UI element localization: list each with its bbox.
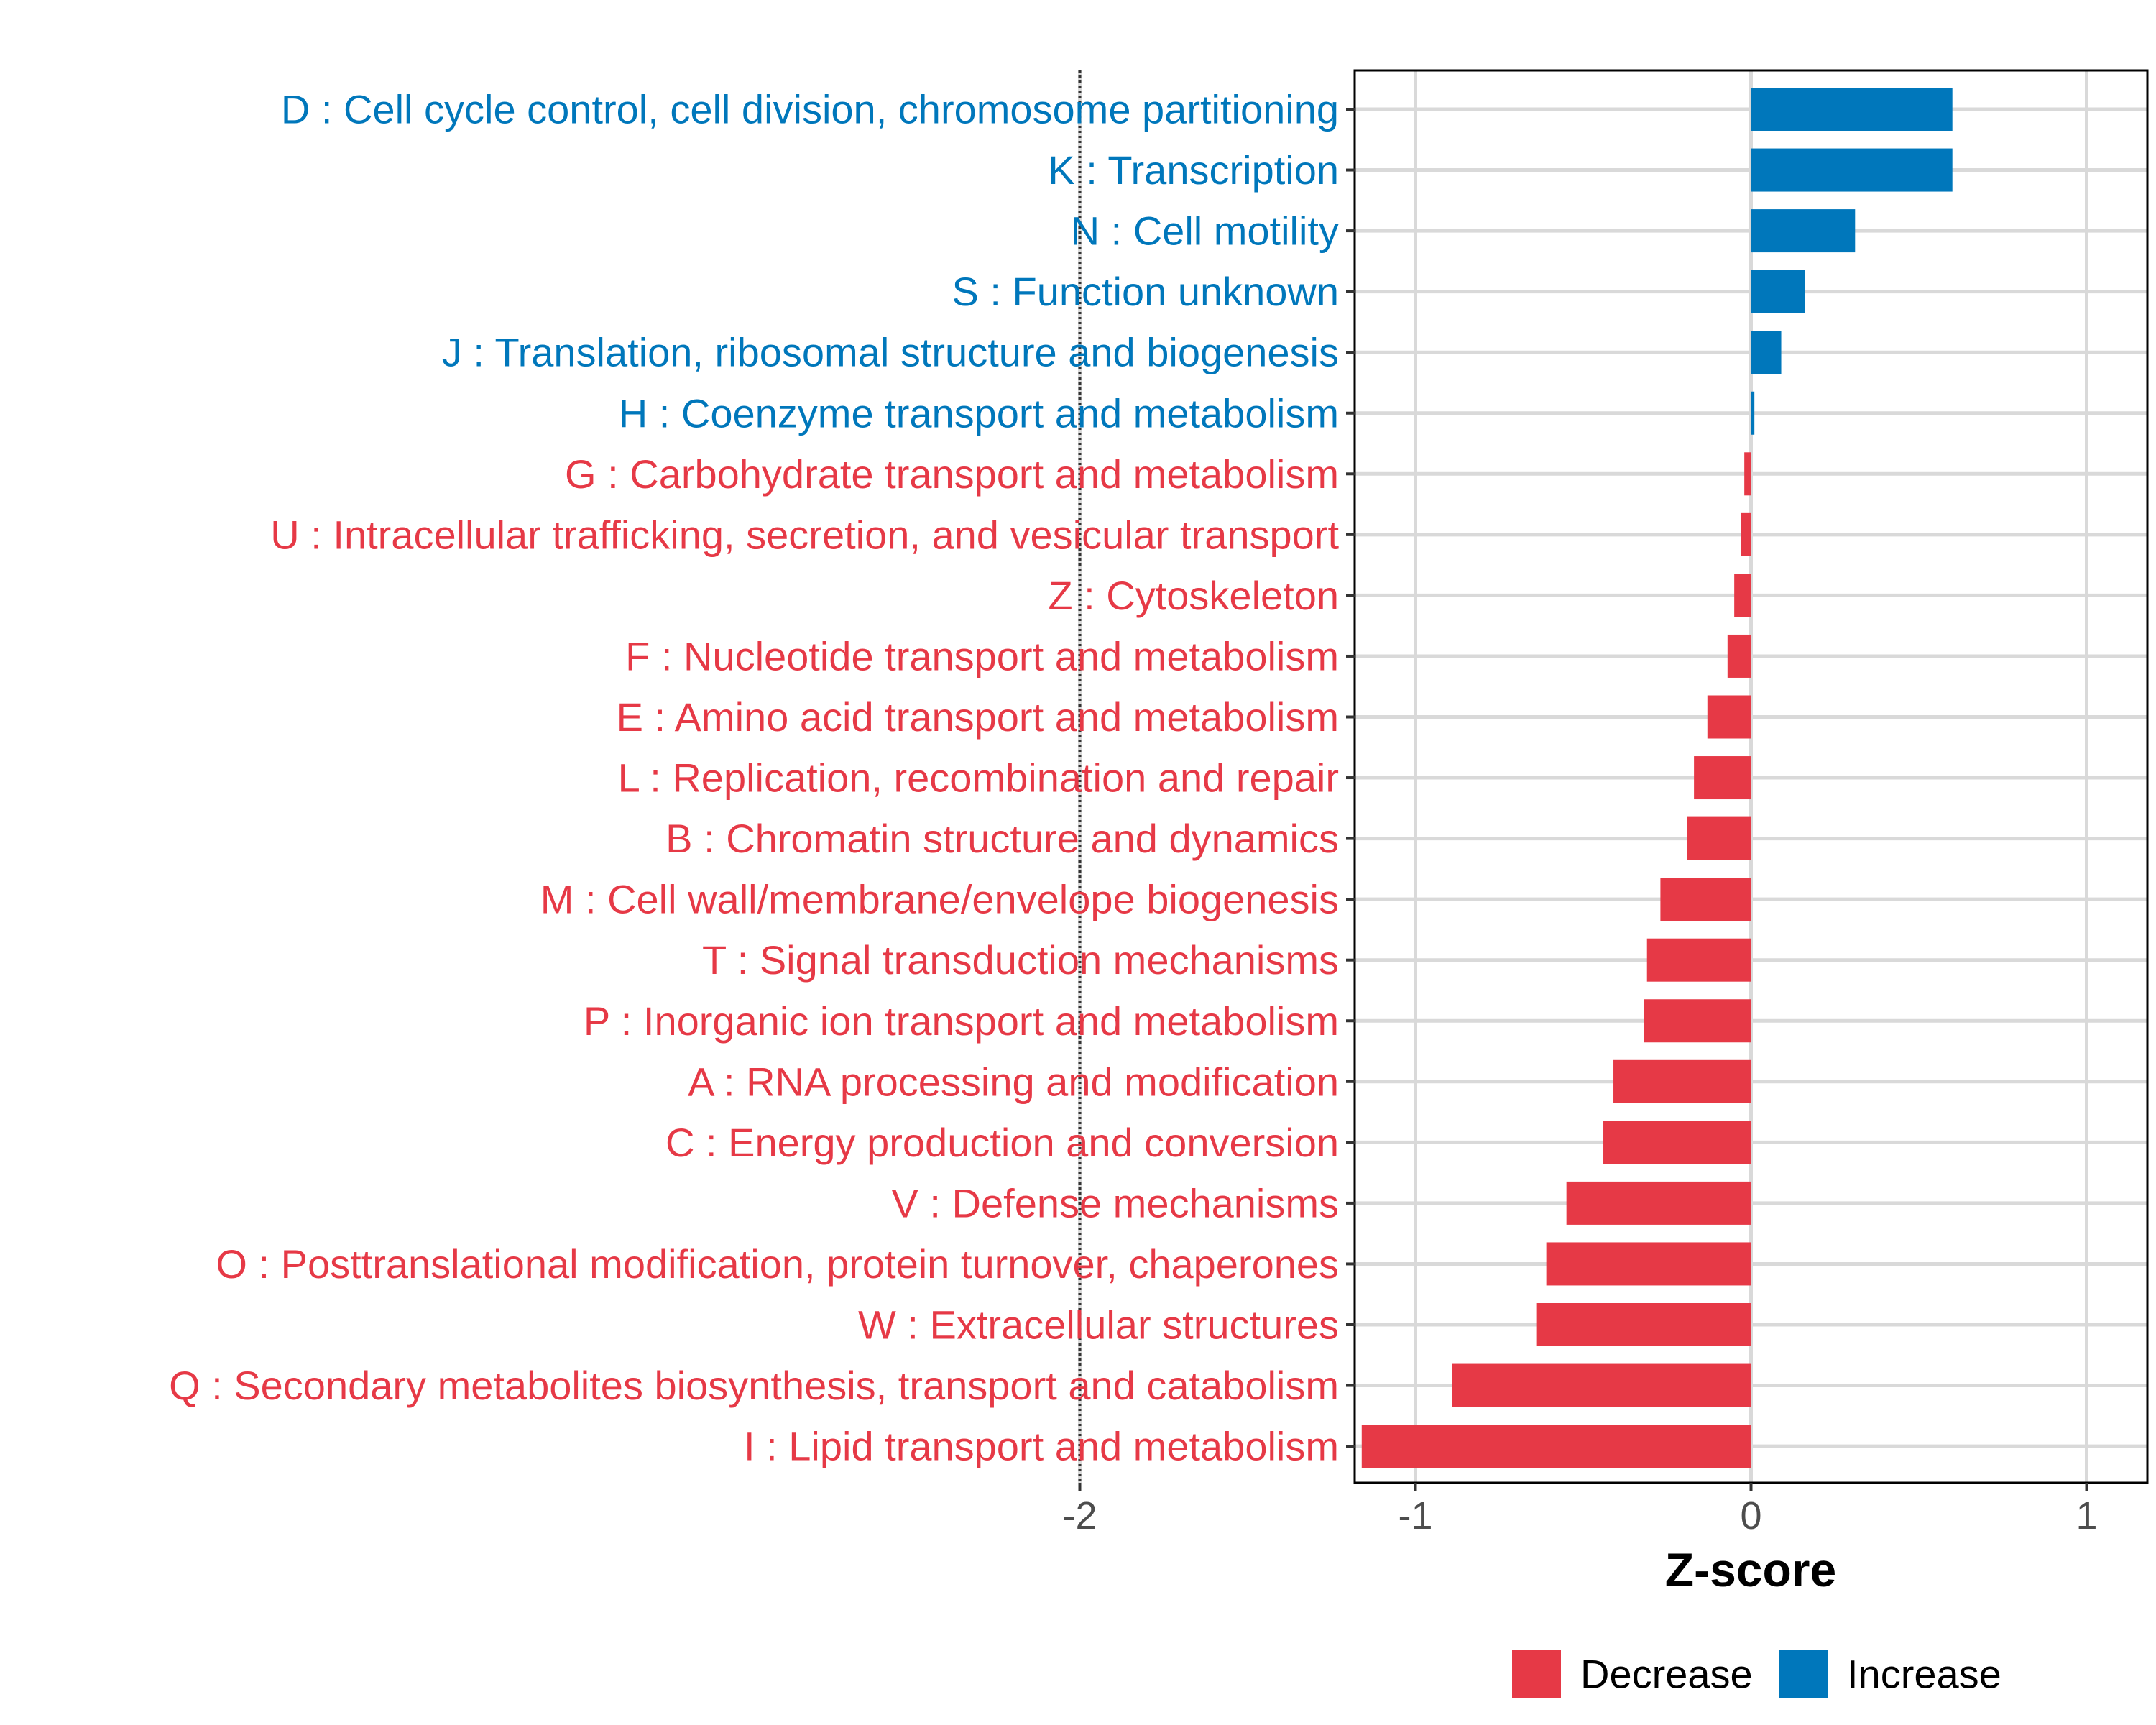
category-label: Q : Secondary metabolites biosynthesis, … [169, 1363, 1339, 1408]
legend-label-increase: Increase [1847, 1652, 2001, 1697]
bar [1644, 999, 1751, 1043]
bar [1751, 270, 1805, 313]
bar [1751, 331, 1782, 374]
x-tick-label: -1 [1398, 1494, 1432, 1537]
bar [1613, 1059, 1751, 1103]
category-label: D : Cell cycle control, cell division, c… [281, 87, 1339, 132]
bar [1660, 878, 1751, 921]
category-label: O : Posttranslational modification, prot… [216, 1241, 1339, 1287]
bar [1687, 816, 1751, 860]
category-label: F : Nucleotide transport and metabolism [625, 633, 1339, 678]
bar [1751, 391, 1755, 435]
category-label: L : Replication, recombination and repai… [618, 755, 1339, 801]
category-label: Z : Cytoskeleton [1048, 573, 1339, 618]
category-label: T : Signal transduction mechanisms [702, 937, 1339, 983]
x-axis-ticks: -2-1012 [1062, 1483, 2098, 1537]
bar [1646, 938, 1751, 982]
category-label: B : Chromatin structure and dynamics [665, 816, 1339, 861]
bar [1727, 634, 1751, 678]
category-label: V : Defense mechanisms [892, 1180, 1339, 1225]
category-label: C : Energy production and conversion [665, 1120, 1339, 1165]
category-label: I : Lipid transport and metabolism [744, 1424, 1339, 1469]
x-tick-label: 0 [1740, 1494, 1761, 1537]
y-axis-ticks [1346, 108, 1355, 1448]
x-tick-label: 1 [2076, 1494, 2097, 1537]
bars [1361, 88, 1953, 1468]
bar [1741, 512, 1751, 556]
bar [1546, 1242, 1751, 1286]
bar [1361, 1425, 1751, 1468]
x-axis-title: Z-score [1665, 1543, 1836, 1596]
legend-label-decrease: Decrease [1580, 1652, 1753, 1697]
category-label: W : Extracellular structures [858, 1302, 1339, 1348]
category-label: S : Function unknown [952, 269, 1339, 314]
bar [1744, 452, 1751, 496]
category-label: G : Carbohydrate transport and metabolis… [565, 451, 1339, 497]
category-label: K : Transcription [1048, 147, 1339, 193]
legend: Decrease Increase [1512, 1650, 2001, 1698]
bar [1452, 1363, 1751, 1407]
category-label: H : Coenzyme transport and metabolism [619, 390, 1339, 436]
x-tick-label: -2 [1062, 1494, 1097, 1537]
category-label: M : Cell wall/membrane/envelope biogenes… [540, 877, 1339, 922]
category-label: A : RNA processing and modification [688, 1059, 1339, 1104]
bar [1603, 1121, 1751, 1164]
bar [1707, 695, 1751, 739]
bar [1751, 148, 1953, 192]
bar [1694, 756, 1751, 800]
bar [1734, 574, 1751, 617]
category-label: N : Cell motility [1071, 208, 1339, 254]
category-label: P : Inorganic ion transport and metaboli… [584, 998, 1339, 1044]
bar [1751, 88, 1953, 131]
legend-swatch-increase [1779, 1650, 1828, 1698]
category-label: E : Amino acid transport and metabolism [617, 694, 1339, 740]
bar [1751, 209, 1856, 253]
category-label: J : Translation, ribosomal structure and… [442, 330, 1339, 375]
bar [1566, 1181, 1751, 1225]
y-axis-labels: D : Cell cycle control, cell division, c… [169, 87, 1339, 1469]
legend-swatch-decrease [1512, 1650, 1561, 1698]
reference-lines [1078, 70, 1082, 1483]
bar [1536, 1303, 1751, 1346]
category-label: U : Intracellular trafficking, secretion… [270, 512, 1339, 557]
